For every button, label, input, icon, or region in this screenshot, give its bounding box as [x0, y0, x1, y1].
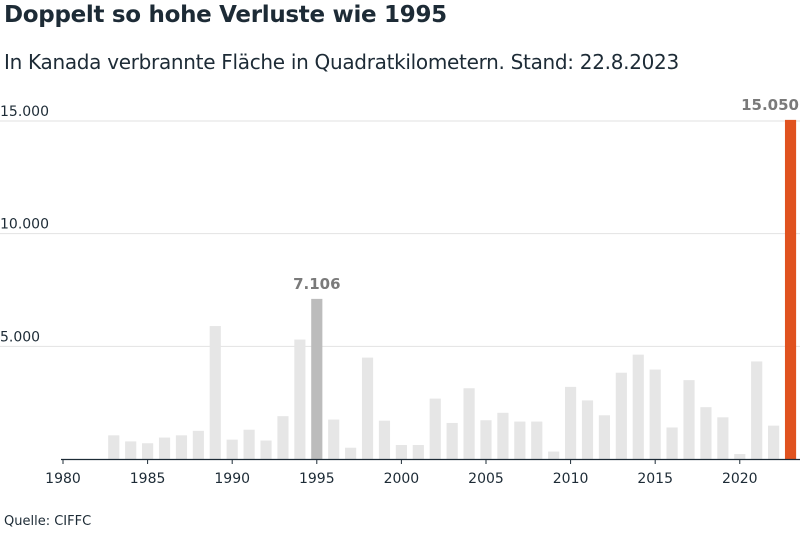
bar-2003: [446, 422, 458, 459]
bar-2021: [751, 361, 763, 459]
bar-2023: [784, 119, 797, 459]
bar-2017: [683, 380, 695, 459]
bar-2009: [548, 451, 560, 459]
bar-1998: [361, 357, 374, 459]
bar-2001: [412, 445, 424, 459]
bar-2014: [632, 354, 644, 459]
bar-2016: [666, 427, 678, 459]
bar-1990: [226, 439, 238, 459]
bar-1999: [378, 420, 391, 459]
bar-1992: [260, 440, 272, 459]
bar-2004: [463, 388, 475, 459]
bar-2013: [615, 372, 627, 459]
bar-1997: [345, 447, 357, 459]
bars: [108, 119, 797, 459]
data-label-2023: 15.050: [741, 96, 799, 114]
grid-lines: [0, 120, 800, 347]
source-note: Quelle: CIFFC: [4, 514, 92, 529]
x-axis-labels: 1980 1985 1990 1995 2000 2005 2010 2015 2020: [45, 459, 758, 487]
bar-2010: [565, 386, 577, 459]
bar-2000: [395, 445, 407, 459]
bar-2011: [581, 400, 594, 459]
x-tick-label: 1995: [299, 471, 335, 487]
bar-2002: [429, 398, 441, 459]
bar-1987: [175, 435, 188, 459]
chart-title: Doppelt so hohe Verluste wie 1995: [4, 2, 447, 28]
bar-1988: [192, 430, 204, 459]
y-axis-labels: 5.000 10.000 15.000: [0, 104, 49, 345]
x-tick-label: 2015: [637, 471, 673, 487]
chart-subtitle: In Kanada verbrannte Fläche in Quadratki…: [4, 50, 679, 74]
x-tick-label: 2005: [468, 471, 504, 487]
x-tick-label: 1980: [45, 471, 81, 487]
y-tick-label: 10.000: [0, 217, 49, 233]
bar-2019: [717, 417, 729, 459]
y-tick-label: 5.000: [0, 329, 40, 345]
x-tick-label: 2000: [384, 471, 420, 487]
bar-2005: [480, 420, 492, 459]
x-tick-label: 1990: [214, 471, 250, 487]
bar-1996: [328, 419, 340, 459]
bar-2008: [531, 421, 543, 459]
bar-1986: [158, 437, 171, 459]
bar-1985: [142, 443, 154, 459]
x-tick-label: 2020: [722, 471, 758, 487]
x-tick-label: 2010: [553, 471, 589, 487]
bar-1995: [311, 298, 323, 459]
bar-1989: [209, 326, 221, 459]
bar-2018: [700, 407, 712, 459]
x-tick-label: 1985: [130, 471, 166, 487]
bar-1994: [294, 339, 306, 459]
y-tick-label: 15.000: [0, 104, 49, 120]
bar-1991: [243, 429, 255, 459]
bar-2020: [734, 454, 746, 459]
bar-1983: [108, 435, 120, 459]
data-label-1995: 7.106: [293, 275, 340, 293]
bar-2007: [514, 421, 526, 459]
bar-2022: [768, 425, 780, 459]
bar-2012: [598, 415, 611, 459]
bar-2015: [649, 369, 661, 459]
data-labels: 7.106 15.050: [293, 96, 799, 293]
bar-1993: [277, 416, 289, 459]
bar-1984: [125, 441, 137, 459]
bar-2006: [497, 412, 509, 459]
